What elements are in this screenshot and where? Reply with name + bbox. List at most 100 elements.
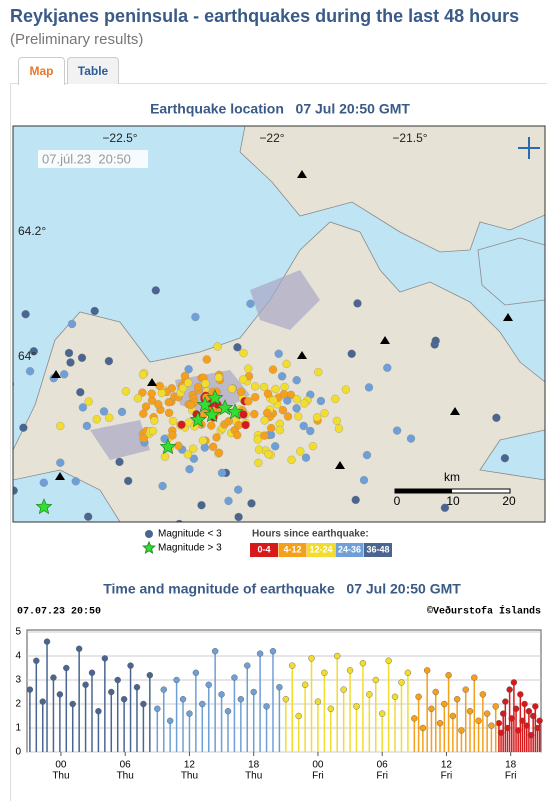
stem-head — [366, 691, 373, 698]
stem-head — [39, 698, 46, 705]
quake-dot — [392, 426, 402, 435]
x-tick-day: Fri — [441, 771, 453, 782]
stem-head — [532, 703, 539, 710]
quake-star — [206, 389, 224, 406]
quake-dot — [281, 569, 289, 577]
x-tick-label: 12 — [441, 760, 453, 771]
stem-head — [26, 686, 34, 693]
stem-head — [398, 679, 405, 686]
stem-head — [56, 691, 64, 698]
map-frame — [12, 125, 546, 523]
quake-dot — [29, 347, 38, 356]
quake-dot — [353, 299, 362, 308]
quake-dot — [334, 424, 344, 433]
quake-dot — [260, 416, 269, 425]
stem-head — [95, 708, 102, 715]
quake-dot — [30, 554, 38, 562]
legend-label: Magnitude > 3 — [158, 543, 222, 554]
quake-dot — [233, 343, 242, 352]
quake-dot — [271, 442, 280, 451]
stem-head — [140, 700, 147, 708]
quake-dot — [314, 367, 323, 377]
quake-dot — [84, 397, 93, 406]
stem-head — [479, 691, 487, 698]
x-tick-day: Fri — [376, 771, 388, 782]
quake-dot — [13, 486, 18, 495]
north-arrow — [518, 137, 540, 159]
quake-dot — [193, 382, 203, 392]
stem-head — [160, 686, 167, 693]
quake-dot — [236, 387, 246, 397]
content-panel — [10, 83, 547, 801]
quake-dot — [268, 365, 278, 374]
stem-head — [269, 648, 277, 655]
legend-dot — [145, 530, 153, 538]
station — [55, 472, 65, 480]
stem-head — [453, 696, 461, 703]
stem-head — [521, 700, 528, 708]
quake-dot — [184, 365, 193, 374]
quake-dot — [184, 378, 193, 387]
quake-dot — [208, 442, 218, 451]
quake-dot — [234, 512, 243, 522]
quake-dot — [241, 420, 250, 430]
stem-head — [445, 672, 452, 679]
lon-label: −22° — [259, 131, 284, 145]
quake-dot — [431, 336, 440, 345]
quake-star — [35, 498, 53, 515]
quake-dot — [139, 434, 148, 443]
quake-dot — [201, 379, 210, 388]
y-tick-label: 1 — [15, 723, 21, 734]
stem-head — [462, 686, 469, 693]
station — [450, 407, 460, 415]
quake-dot — [263, 389, 273, 398]
quake-dot — [267, 423, 276, 433]
quake-dot — [292, 395, 302, 404]
quake-dot — [280, 382, 289, 392]
quake-dot — [121, 387, 131, 396]
quake-dot — [234, 421, 243, 430]
x-tick-label: 18 — [248, 760, 260, 771]
stem-head — [353, 703, 360, 710]
stem-head — [256, 650, 264, 657]
quake-dot — [76, 388, 85, 397]
quake-dot — [251, 393, 260, 402]
quake-dot — [141, 402, 151, 411]
x-tick-label: 12 — [184, 760, 196, 771]
quake-dot — [292, 404, 301, 413]
quake-dot — [212, 433, 221, 442]
stem-head — [179, 696, 187, 703]
stem-head — [101, 655, 109, 662]
stem-head — [385, 657, 392, 664]
stem-head — [327, 705, 334, 712]
quake-dot — [150, 416, 159, 425]
stem-head — [186, 710, 193, 717]
quake-dot — [207, 421, 216, 430]
tab-table[interactable]: Table — [67, 57, 119, 84]
quake-dot — [21, 310, 30, 319]
quake-dot — [359, 475, 369, 485]
quake-dot — [227, 384, 237, 393]
quake-dot — [347, 349, 356, 358]
chart-title: Time and magnitude of earthquake 07 Jul … — [103, 581, 461, 597]
quake-dot — [239, 375, 248, 384]
stem-head — [458, 727, 465, 734]
stem-head — [471, 674, 478, 681]
x-tick-day: Fri — [312, 771, 324, 782]
stem-head — [237, 696, 245, 703]
stem-head — [120, 696, 128, 703]
stem-head — [428, 705, 435, 712]
quake-dot — [60, 370, 69, 379]
tab-map[interactable]: Map — [18, 57, 65, 85]
scale-unit: km — [444, 470, 460, 484]
quake-dots — [13, 286, 510, 577]
stem-head — [359, 660, 367, 667]
x-tick-label: 06 — [120, 760, 132, 771]
quake-dot — [341, 385, 351, 394]
quake-dot — [246, 299, 255, 308]
stem-head — [199, 700, 206, 708]
quake-dot — [104, 356, 114, 366]
quake-dot — [189, 444, 198, 453]
lon-label: −21.5° — [392, 131, 427, 145]
lava-field — [250, 270, 320, 330]
